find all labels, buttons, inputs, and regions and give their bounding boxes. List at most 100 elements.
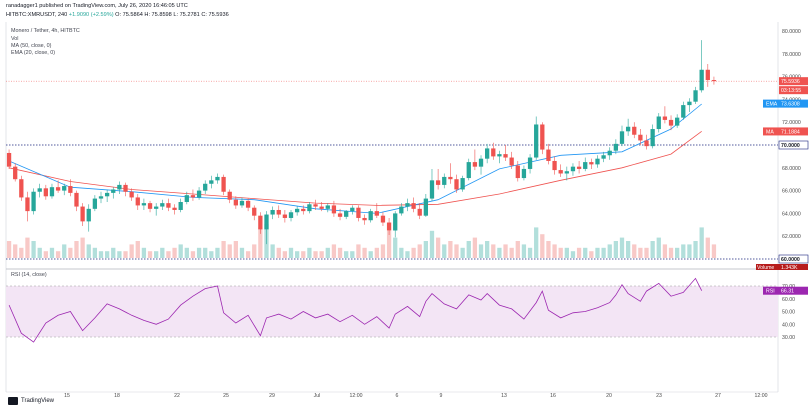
candle-body [98, 196, 104, 199]
volume-bar [380, 244, 386, 258]
candle-body [104, 192, 110, 197]
time-tick-label: 29 [269, 393, 275, 399]
rsi-tick-label: 30.00 [782, 335, 795, 341]
volume-bar [552, 244, 557, 258]
candle-body [417, 208, 422, 216]
candle-body [294, 208, 300, 213]
level-70-tag: 70.0000 [778, 140, 809, 150]
volume-bar [681, 244, 686, 258]
candle-body [49, 187, 55, 197]
candle-body [25, 197, 30, 212]
ema-tag-prefix: EMA [766, 102, 778, 108]
candle-body [111, 189, 116, 193]
volume-bar [521, 244, 527, 258]
volume-bar [650, 241, 655, 258]
time-tick-label: 15 [64, 393, 70, 399]
close-value: C: 75.5936 [201, 12, 229, 18]
rsi-legend[interactable]: RSI (14, close) [11, 272, 47, 278]
rsi-tag: RSI 66.31 [763, 286, 808, 295]
time-tick-label: 25 [223, 393, 229, 399]
candle-body [264, 214, 269, 230]
level-60-tag-value: 60.0000 [781, 257, 800, 263]
volume-bar [619, 237, 625, 258]
volume-bar [699, 227, 704, 258]
volume-bar [166, 251, 171, 258]
volume-bar [43, 251, 48, 258]
candle-body [92, 198, 98, 209]
volume-bar [154, 251, 159, 258]
volume-bar [632, 244, 637, 258]
candle-body [429, 180, 435, 199]
volume-bar [485, 241, 490, 258]
rsi-line [8, 277, 703, 343]
volume-bar [589, 251, 594, 258]
candle-body [135, 197, 140, 206]
volume-bar [325, 247, 330, 258]
candle-body [644, 140, 649, 147]
volume-bars [6, 224, 717, 258]
ema-tag-box [779, 99, 808, 108]
rsi-band [6, 286, 778, 337]
volume-bar [233, 241, 238, 258]
candle-body [546, 149, 551, 161]
candle-body [570, 166, 576, 172]
candle-body [374, 211, 379, 216]
candle-body [564, 171, 569, 174]
volume-tag-prefix: Volume [757, 265, 774, 271]
volume-bar [123, 251, 128, 258]
volume-bar [570, 251, 576, 258]
vol-legend[interactable]: Vol [11, 36, 19, 42]
publisher-line: ranadagger1 published on TradingView.com… [6, 3, 188, 9]
volume-bar [448, 241, 453, 258]
candle-body [350, 207, 355, 212]
ma-tag-prefix: MA [766, 129, 774, 135]
candle-body [117, 184, 122, 190]
candle-body [650, 129, 655, 147]
volume-bar [301, 251, 306, 258]
volume-bar [215, 247, 220, 258]
volume-bar [509, 247, 514, 258]
volume-bar [693, 241, 698, 258]
tradingview-logo[interactable]: TradingView [8, 397, 54, 405]
volume-bar [288, 247, 294, 258]
volume-bar [558, 247, 563, 258]
candle-body [276, 209, 281, 215]
time-tick-label: 27 [715, 393, 721, 399]
candle-body [460, 178, 465, 190]
level-70-tag-box [778, 140, 809, 150]
candle-body [184, 195, 189, 202]
volume-bar [19, 247, 24, 258]
candle-body [540, 124, 545, 150]
time-tick-label: 13 [501, 393, 507, 399]
volume-bar [423, 241, 429, 258]
candle-body [411, 203, 416, 209]
volume-bar [331, 244, 337, 258]
candle-body [190, 195, 196, 198]
volume-bar [239, 247, 245, 258]
volume-bar [62, 244, 67, 258]
price-tick-label: 62.0000 [782, 234, 801, 240]
ma-legend[interactable]: MA (50, close, 0) [11, 43, 52, 49]
ma-tag: MA 71.1884 [763, 127, 808, 135]
volume-bar [460, 247, 465, 258]
low-value: L: 75.2781 [173, 12, 200, 18]
volume-bar [104, 251, 110, 258]
candle-body [472, 162, 478, 167]
volume-bar [98, 251, 104, 258]
candle-body [356, 207, 361, 218]
candle-body [19, 179, 24, 198]
candle-body [6, 152, 12, 167]
candle-body [288, 212, 294, 218]
countdown-tag-value: 03:13:55 [781, 88, 801, 94]
volume-bar [25, 237, 30, 258]
candle-body [515, 165, 520, 179]
volume-bar [466, 241, 471, 258]
candle-body [380, 215, 386, 223]
candle-body [399, 206, 404, 214]
time-tick-label: Jul [314, 393, 321, 399]
ema-legend[interactable]: EMA (20, close, 0) [11, 50, 56, 56]
last-price-tag: 75.5936 [779, 77, 808, 86]
volume-bar [270, 244, 275, 258]
chart-title: Monero / Tether, 4h, HITBTC [11, 28, 80, 34]
